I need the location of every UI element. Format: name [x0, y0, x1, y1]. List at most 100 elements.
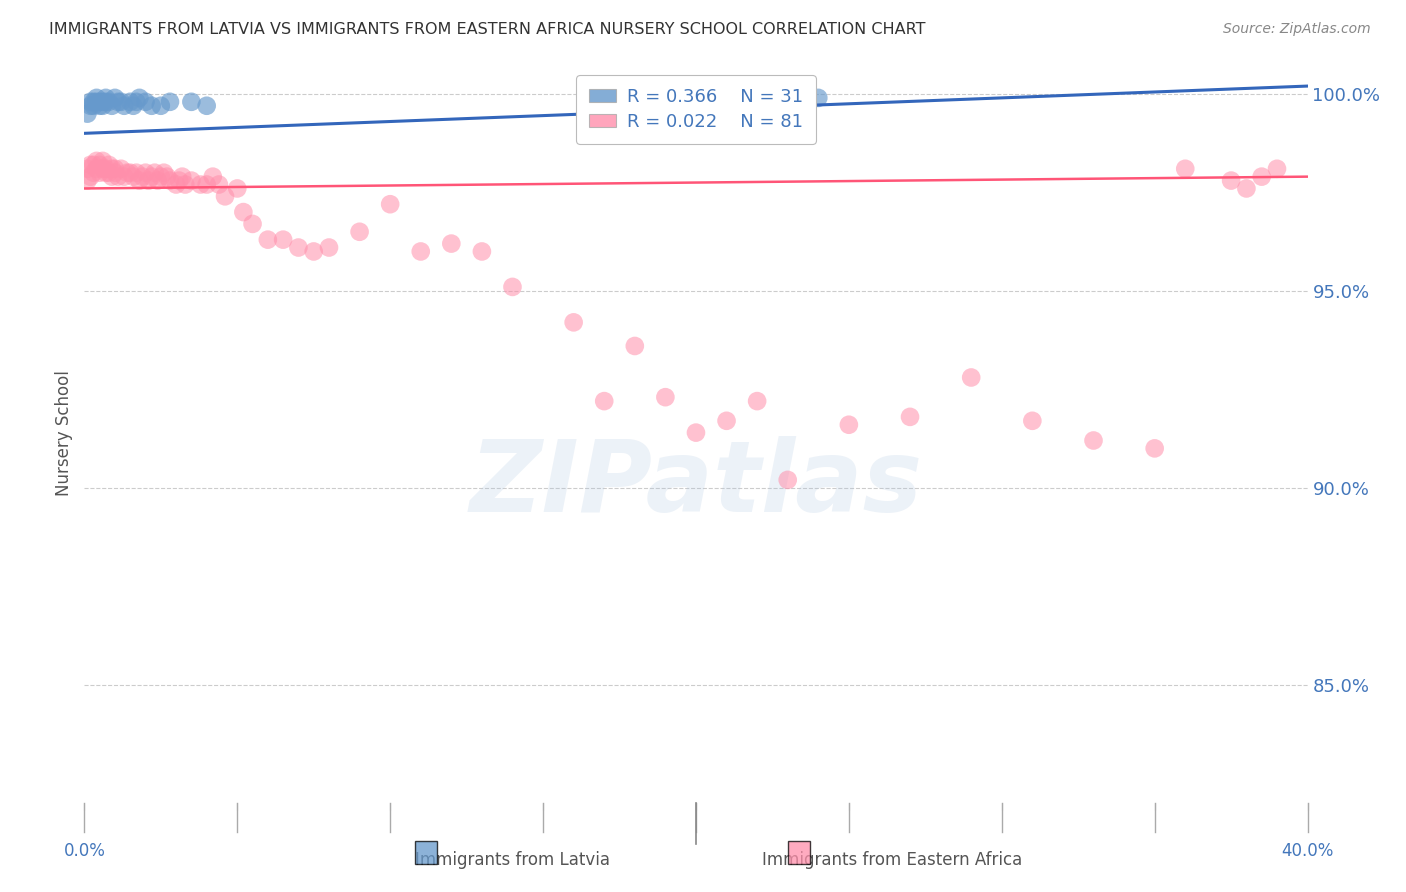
Point	[380, 197, 402, 211]
Point	[104, 166, 127, 180]
Point	[135, 95, 157, 109]
Point	[624, 91, 647, 105]
Point	[79, 169, 101, 184]
Point	[1174, 161, 1197, 176]
Point	[287, 241, 309, 255]
Point	[115, 166, 138, 180]
Point	[1143, 442, 1166, 456]
Point	[104, 161, 127, 176]
Point	[110, 161, 132, 176]
Point	[318, 241, 340, 255]
Point	[776, 473, 799, 487]
Point	[91, 153, 114, 168]
Point	[654, 390, 676, 404]
Point	[76, 173, 98, 187]
Point	[1083, 434, 1105, 448]
Text: Immigrants from Eastern Africa: Immigrants from Eastern Africa	[762, 851, 1022, 869]
Point	[1220, 173, 1243, 187]
Point	[101, 161, 124, 176]
Point	[125, 166, 148, 180]
Point	[593, 394, 616, 409]
Point	[685, 425, 707, 440]
Point	[1236, 181, 1258, 195]
Point	[94, 95, 117, 109]
Point	[149, 169, 172, 184]
Point	[195, 99, 218, 113]
Point	[174, 178, 197, 192]
Point	[167, 173, 190, 187]
Text: 0.0%: 0.0%	[63, 842, 105, 860]
Point	[138, 173, 160, 187]
Point	[125, 95, 148, 109]
Point	[97, 158, 120, 172]
Point	[146, 173, 169, 187]
Point	[208, 178, 231, 192]
Point	[960, 370, 983, 384]
Point	[79, 99, 101, 113]
Point	[104, 91, 127, 105]
Point	[135, 166, 157, 180]
Point	[91, 161, 114, 176]
Legend: R = 0.366    N = 31, R = 0.022    N = 81: R = 0.366 N = 31, R = 0.022 N = 81	[576, 75, 815, 144]
Point	[214, 189, 236, 203]
Text: ZIPatlas: ZIPatlas	[470, 436, 922, 533]
Point	[141, 99, 163, 113]
Point	[190, 178, 212, 192]
Point	[143, 166, 166, 180]
Point	[91, 99, 114, 113]
Point	[141, 169, 163, 184]
Point	[349, 225, 371, 239]
Point	[156, 169, 179, 184]
Point	[107, 169, 129, 184]
Point	[83, 99, 105, 113]
Point	[440, 236, 463, 251]
Point	[159, 173, 181, 187]
Point	[153, 166, 176, 180]
Point	[86, 153, 108, 168]
Point	[271, 233, 294, 247]
Text: Source: ZipAtlas.com: Source: ZipAtlas.com	[1223, 22, 1371, 37]
Point	[112, 169, 135, 184]
FancyBboxPatch shape	[787, 841, 810, 863]
Point	[89, 99, 111, 113]
Point	[94, 166, 117, 180]
Point	[302, 244, 325, 259]
Point	[232, 205, 254, 219]
Point	[110, 95, 132, 109]
Point	[122, 169, 145, 184]
FancyBboxPatch shape	[415, 841, 437, 863]
Text: 40.0%: 40.0%	[1281, 842, 1334, 860]
Text: Immigrants from Latvia: Immigrants from Latvia	[415, 851, 610, 869]
Point	[242, 217, 264, 231]
Point	[180, 173, 202, 187]
Point	[79, 158, 101, 172]
Point	[122, 99, 145, 113]
Point	[807, 91, 830, 105]
Point	[120, 95, 142, 109]
Point	[838, 417, 860, 432]
Point	[624, 339, 647, 353]
Point	[131, 169, 153, 184]
Point	[716, 414, 738, 428]
Point	[180, 95, 202, 109]
Point	[747, 394, 769, 409]
Point	[1021, 414, 1043, 428]
Point	[79, 95, 101, 109]
Point	[94, 91, 117, 105]
Point	[128, 173, 150, 187]
Point	[471, 244, 494, 259]
Point	[257, 233, 280, 247]
Point	[226, 181, 249, 195]
Y-axis label: Nursery School: Nursery School	[55, 369, 73, 496]
Point	[107, 95, 129, 109]
Point	[86, 161, 108, 176]
Point	[76, 161, 98, 176]
Point	[94, 161, 117, 176]
Point	[101, 99, 124, 113]
Point	[195, 178, 218, 192]
Point	[89, 158, 111, 172]
Point	[502, 280, 524, 294]
Point	[1265, 161, 1288, 176]
Point	[86, 95, 108, 109]
Point	[112, 99, 135, 113]
